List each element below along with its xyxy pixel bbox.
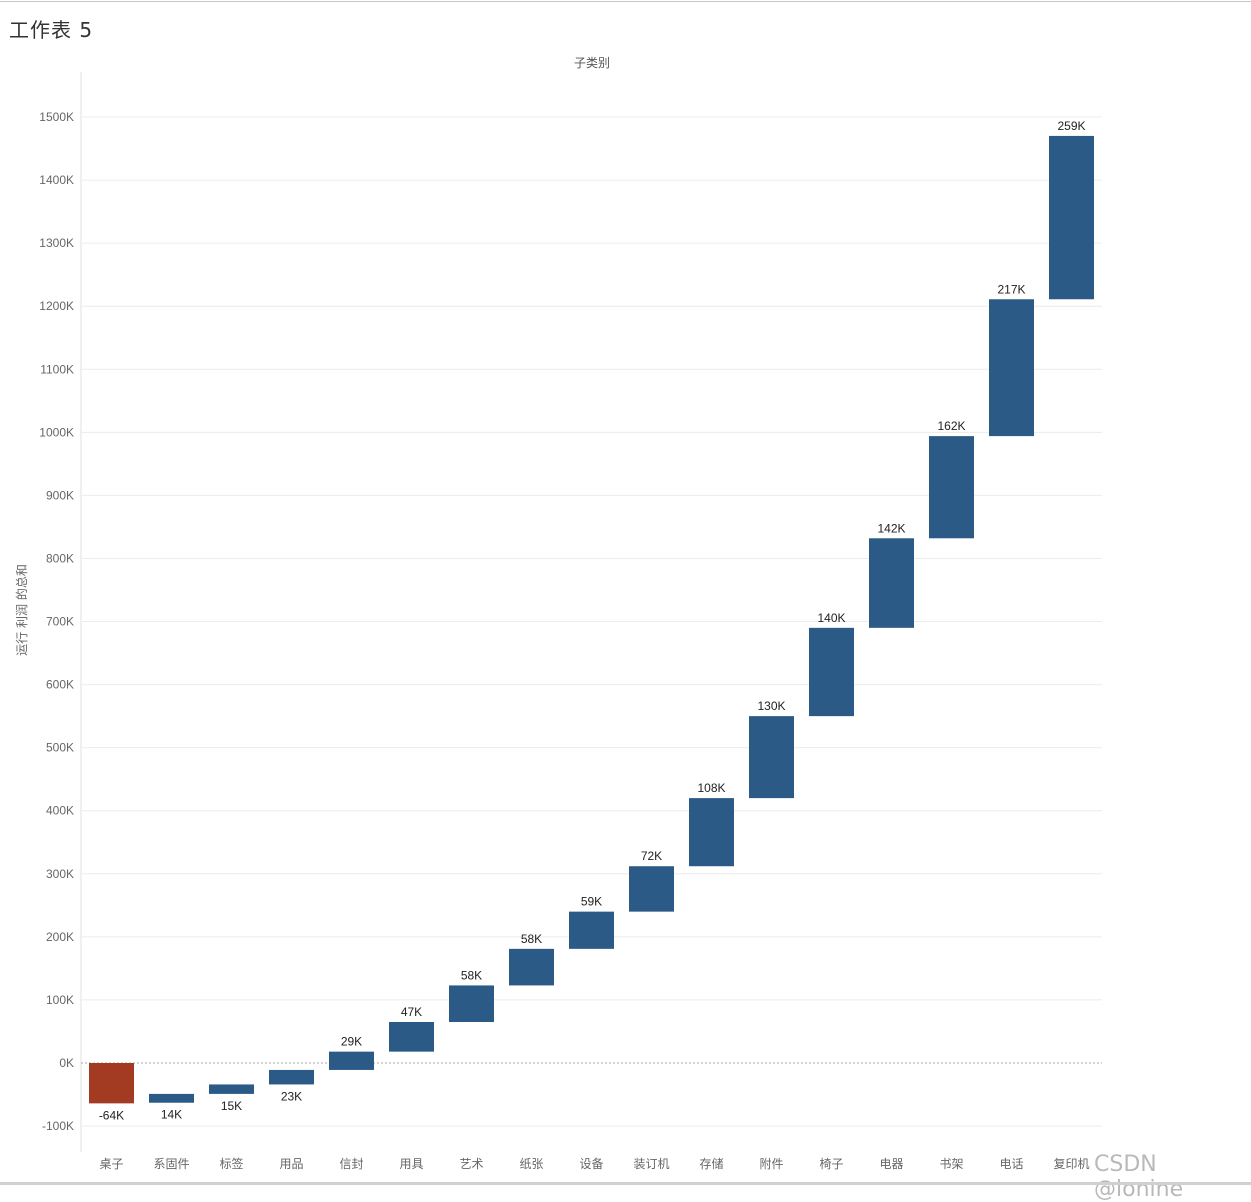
data-label: 259K	[1057, 119, 1085, 133]
y-tick-label: 800K	[46, 551, 74, 565]
x-tick-label: 电器	[879, 1157, 903, 1171]
y-tick-label: 0K	[59, 1056, 74, 1070]
x-tick-label: 椅子	[819, 1157, 843, 1171]
bar	[209, 1084, 254, 1094]
data-label: 58K	[461, 968, 482, 982]
x-tick-label: 纸张	[519, 1157, 543, 1171]
y-tick-label: 900K	[46, 488, 74, 502]
bar	[509, 948, 554, 986]
x-tick-label: 书架	[939, 1157, 963, 1171]
y-tick-label: 1100K	[40, 362, 74, 376]
data-label: 162K	[937, 419, 965, 433]
data-label: 142K	[877, 521, 905, 535]
data-label: 23K	[281, 1089, 302, 1103]
y-tick-label: 300K	[46, 867, 74, 881]
data-label: 15K	[221, 1099, 242, 1113]
bar	[269, 1069, 314, 1085]
x-tick-label: 装订机	[633, 1157, 669, 1171]
x-tick-label: 信封	[339, 1157, 363, 1171]
data-labels: -64K 14K 15K 23K 29K 47K 58K 58K 59K 72K 108K 130K 1…	[99, 119, 1086, 1122]
bar	[389, 1022, 434, 1052]
data-label: 130K	[757, 699, 785, 713]
x-tick-label: 复印机	[1053, 1157, 1089, 1171]
bar	[149, 1093, 194, 1103]
y-tick-label: 1300K	[39, 236, 74, 250]
gridlines	[80, 72, 1102, 1152]
bar	[749, 716, 794, 799]
y-tick-label: 200K	[46, 930, 74, 944]
y-axis-ticks: -100K 0K 100K 200K 300K 400K 500K 600K 700K 800K 9…	[39, 110, 74, 1133]
x-tick-label: 桌子	[99, 1157, 123, 1171]
y-tick-label: 1500K	[39, 110, 74, 124]
bar	[89, 1063, 134, 1104]
data-label: 29K	[341, 1035, 362, 1049]
window-bottom-border	[0, 1182, 1251, 1185]
bar	[989, 299, 1034, 437]
y-tick-label: 400K	[46, 804, 74, 818]
bar	[689, 798, 734, 867]
x-tick-label: 存储	[699, 1156, 723, 1171]
bar	[629, 866, 674, 912]
data-label: 140K	[817, 611, 845, 625]
bar	[809, 627, 854, 717]
data-label: 217K	[997, 282, 1025, 296]
x-tick-label: 设备	[579, 1157, 603, 1171]
data-label: 47K	[401, 1005, 422, 1019]
x-tick-label: 附件	[759, 1157, 783, 1171]
sheet-title: 工作表 5	[9, 18, 94, 42]
bar	[1049, 135, 1094, 300]
y-axis-label: 运行 利润 的总和	[14, 564, 29, 656]
data-label: 14K	[161, 1108, 182, 1122]
x-axis-ticks: 桌子 系固件 标签 用品 信封 用具 艺术 纸张 设备 装订机 存储 附件 椅子 电器 书架 电话 复印机	[99, 1156, 1089, 1171]
bar	[569, 911, 614, 949]
watermark: CSDN @lonine	[1094, 1152, 1184, 1202]
data-label: 58K	[521, 932, 542, 946]
window-top-border	[0, 1, 1251, 2]
data-label: -64K	[99, 1108, 124, 1122]
bar	[329, 1051, 374, 1070]
x-tick-label: 系固件	[153, 1157, 189, 1171]
bar	[449, 985, 494, 1023]
bar	[869, 538, 914, 628]
y-tick-label: 1000K	[39, 425, 74, 439]
x-tick-label: 电话	[999, 1157, 1023, 1171]
y-tick-label: 500K	[46, 741, 74, 755]
bars	[89, 135, 1094, 1104]
data-label: 72K	[641, 849, 662, 863]
data-label: 59K	[581, 895, 602, 909]
y-tick-label: -100K	[42, 1119, 74, 1133]
x-tick-label: 用具	[399, 1157, 423, 1171]
y-tick-label: 1200K	[39, 299, 74, 313]
x-tick-label: 艺术	[459, 1157, 483, 1171]
x-tick-label: 标签	[219, 1156, 243, 1171]
y-tick-label: 100K	[46, 993, 74, 1007]
data-label: 108K	[697, 781, 725, 795]
y-tick-label: 1400K	[39, 173, 74, 187]
y-tick-label: 700K	[46, 615, 74, 629]
chart-title: 子类别	[574, 56, 610, 70]
bar	[929, 436, 974, 539]
x-tick-label: 用品	[279, 1157, 303, 1171]
y-tick-label: 600K	[46, 678, 74, 692]
